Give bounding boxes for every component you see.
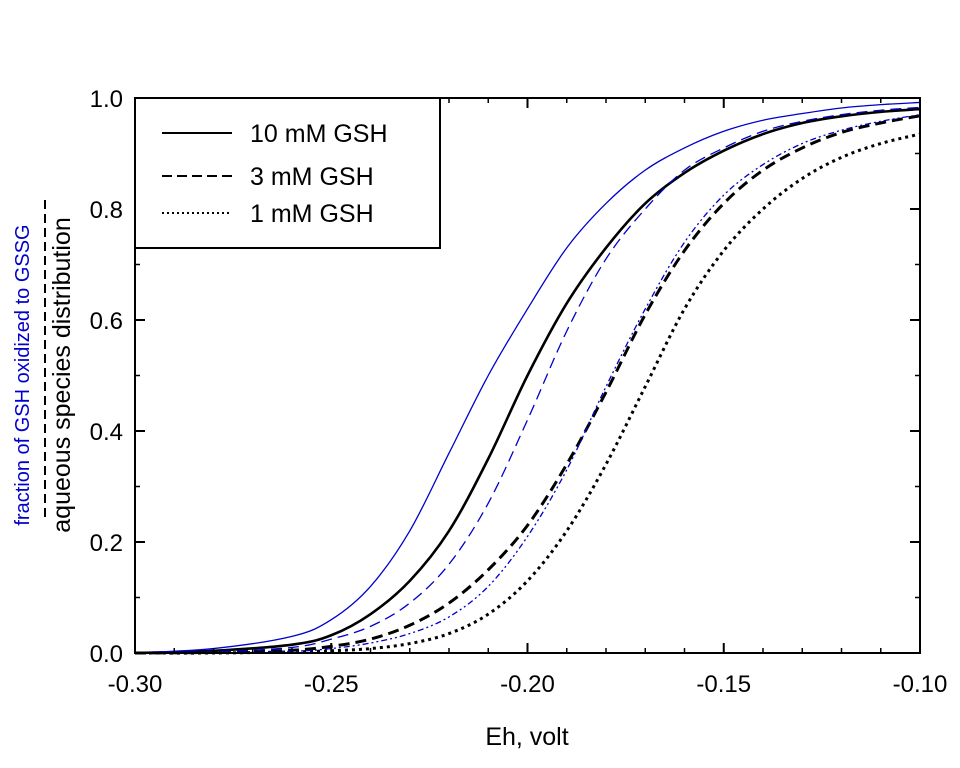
y-tick-label: 0.6 [90,308,123,335]
series-line-0 [134,107,921,655]
legend-box [134,97,441,249]
x-tick-label: -0.30 [108,671,163,698]
y-tick-label: 0.4 [90,419,123,446]
x-tick-label: -0.10 [893,671,948,698]
x-tick-label: -0.20 [500,671,555,698]
y-tick-label: 0.8 [90,197,123,224]
y-tick-label: 0.0 [90,641,123,668]
y-tick-label: 1.0 [90,86,123,113]
x-axis-label: Eh, volt [485,723,568,751]
y-tick-label: 0.2 [90,530,123,557]
series-line-3 [134,101,921,654]
y-axis-label-primary: aqueous species distribution [48,217,76,532]
legend-label-2: 3 mM GSH [250,163,374,191]
legend-label-3: 1 mM GSH [250,200,374,228]
series-line-4 [134,106,921,654]
y-axis-label-secondary: fraction of GSH oxidized to GSSG [12,224,34,525]
legend-label-1: 10 mM GSH [250,120,388,148]
ticks-layer: -0.30 -0.25 -0.20 -0.15 -0.10 0.0 0.2 0.4 0.6 0.8… [90,86,948,698]
x-tick-label: -0.25 [304,671,359,698]
legend: 10 mM GSH 3 mM GSH 1 mM GSH [134,97,441,249]
x-tick-label: -0.15 [696,671,751,698]
